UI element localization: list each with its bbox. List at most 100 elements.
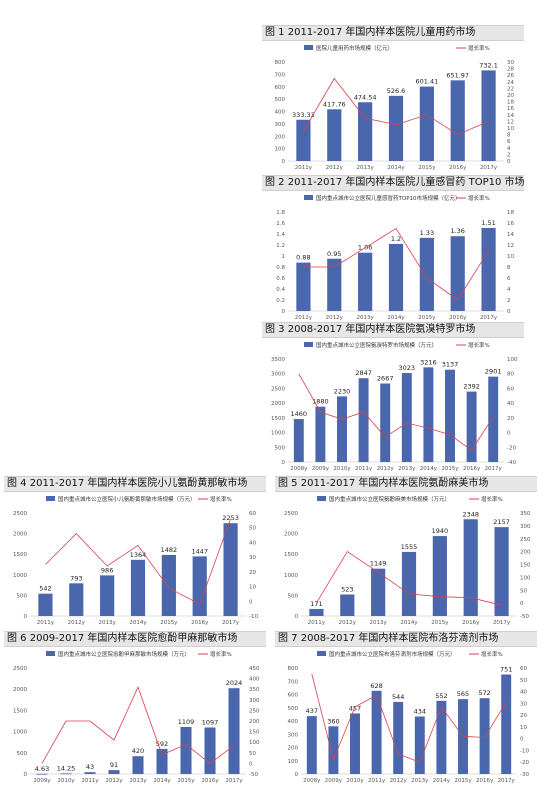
- data-label: 1.36: [450, 227, 464, 235]
- bar: [100, 575, 115, 616]
- x-tick-label: 2011y: [37, 620, 55, 626]
- y2-tick-label: 10: [507, 126, 514, 132]
- y2-tick-label: 100: [507, 357, 518, 363]
- data-label: 1447: [191, 547, 208, 555]
- data-label: 457: [349, 704, 361, 712]
- legend-bar-label: 国内重点城市公立医院氨溴特罗市场规模（万元）: [316, 341, 437, 349]
- chart-plot: 医院儿童用药市场规模（亿元） 增长率%0100200300400500600700…: [275, 44, 515, 171]
- y2-tick-label: -20: [520, 760, 529, 766]
- y-tick-label: 100: [275, 147, 286, 153]
- data-label: 572: [478, 689, 490, 697]
- chart-3: 图 3 2008-2017 年国内样本医院氨溴特罗市场 国内重点城市公立医院氨溴…: [262, 322, 524, 474]
- x-tick-label: 2011y: [368, 778, 386, 784]
- y-tick-label: 500: [17, 593, 28, 599]
- legend-line-label: 增长率%: [210, 650, 232, 658]
- y2-tick-label: 200: [520, 550, 531, 556]
- y2-tick-label: 10: [507, 254, 514, 260]
- x-tick-label: 2015y: [441, 466, 459, 472]
- y2-tick-label: 2: [507, 298, 511, 304]
- legend-bar-swatch: [46, 651, 55, 656]
- bar: [388, 243, 404, 311]
- y-tick-label: 1000: [13, 573, 27, 579]
- bar: [130, 559, 146, 616]
- x-tick-label: 2011y: [295, 165, 313, 171]
- bar: [494, 527, 509, 616]
- x-tick-label: 2015y: [431, 620, 449, 626]
- x-tick-label: 2016y: [476, 778, 494, 784]
- legend-bar-swatch: [317, 651, 326, 656]
- y2-tick-label: -50: [520, 614, 529, 620]
- legend-line-label: 增长率%: [468, 44, 490, 52]
- legend-bar-label: 医院儿童用药市场规模（亿元）: [316, 44, 393, 52]
- y-tick-label: 0: [24, 614, 28, 620]
- y-tick-label: 500: [288, 706, 299, 712]
- data-label: 474.54: [354, 93, 377, 101]
- y-tick-label: 1.4: [276, 232, 285, 238]
- data-label: 1364: [130, 551, 147, 559]
- y-tick-label: 600: [288, 693, 299, 699]
- data-label: 333.33: [292, 111, 315, 119]
- y-tick-label: 700: [288, 679, 299, 685]
- legend-line-label: 增长率%: [481, 495, 503, 503]
- y2-tick-label: 18: [507, 100, 514, 106]
- bar: [481, 227, 496, 311]
- data-label: 1.51: [481, 219, 495, 227]
- x-tick-label: 2016y: [191, 620, 209, 626]
- chart-7: 图 7 2008-2017 年国内样本医院布洛芬滴剂市场 国内重点城市公立医院布…: [275, 631, 537, 786]
- x-tick-label: 2016y: [201, 778, 219, 784]
- bar: [350, 713, 360, 774]
- data-label: 417.76: [323, 100, 346, 108]
- bar: [223, 523, 238, 616]
- bar: [388, 95, 404, 161]
- y2-tick-label: 80: [507, 372, 514, 378]
- x-tick-label: 2015y: [418, 165, 436, 171]
- y2-tick-label: 50: [249, 526, 256, 532]
- y2-tick-label: 60: [249, 511, 256, 517]
- data-label: 1.33: [420, 229, 434, 237]
- bar: [401, 551, 417, 616]
- bar: [380, 383, 391, 462]
- chart-title: 图 2 2011-2017 年国内样本医院儿童感冒药 TOP10 市场: [262, 175, 524, 191]
- y-tick-label: 2000: [271, 401, 285, 407]
- y2-tick-label: 12: [507, 243, 514, 249]
- x-tick-label: 2011y: [81, 778, 99, 784]
- data-label: 1109: [178, 718, 195, 726]
- y2-tick-label: 6: [507, 276, 511, 282]
- x-tick-label: 2015y: [454, 778, 472, 784]
- bar: [419, 237, 434, 311]
- chart-title: 图 3 2008-2017 年国内样本医院氨溴特罗市场: [262, 322, 524, 338]
- y2-tick-label: 20: [520, 713, 527, 719]
- x-tick-label: 2011y: [295, 315, 313, 321]
- y2-tick-label: 50: [520, 678, 527, 684]
- data-label: 437: [306, 707, 318, 715]
- data-label: 1.2: [391, 235, 401, 243]
- bar: [423, 367, 434, 462]
- data-label: 360: [327, 717, 339, 725]
- y2-tick-label: 150: [520, 563, 531, 569]
- y2-tick-label: 250: [520, 537, 531, 543]
- y2-tick-label: 0: [520, 737, 524, 743]
- legend-line-label: 增长率%: [468, 194, 490, 202]
- x-tick-label: 2010y: [57, 778, 75, 784]
- y-tick-label: 2500: [284, 511, 298, 517]
- y2-tick-label: 40: [507, 401, 514, 407]
- y2-tick-label: 12: [507, 119, 514, 125]
- x-tick-label: 2008y: [290, 466, 308, 472]
- y2-tick-label: 250: [249, 708, 260, 714]
- bar: [501, 674, 512, 774]
- data-label: 751: [500, 665, 512, 673]
- y-tick-label: 2000: [284, 532, 298, 538]
- y-tick-label: 300: [288, 732, 299, 738]
- x-tick-label: 2016y: [449, 315, 467, 321]
- data-label: 434: [414, 707, 426, 715]
- y2-tick-label: 100: [249, 740, 260, 746]
- data-label: 565: [457, 690, 469, 698]
- y-tick-label: 0: [282, 460, 286, 466]
- bar: [309, 608, 324, 616]
- chart-4: 图 4 2011-2017 年国内样本医院小儿氨酚黄那敏市场 国内重点城市公立医…: [4, 476, 266, 628]
- data-label: 43: [86, 763, 94, 771]
- y2-tick-label: 40: [249, 540, 256, 546]
- x-tick-label: 2012y: [377, 466, 395, 472]
- y2-tick-label: 60: [507, 386, 514, 392]
- y2-tick-label: 350: [520, 511, 531, 517]
